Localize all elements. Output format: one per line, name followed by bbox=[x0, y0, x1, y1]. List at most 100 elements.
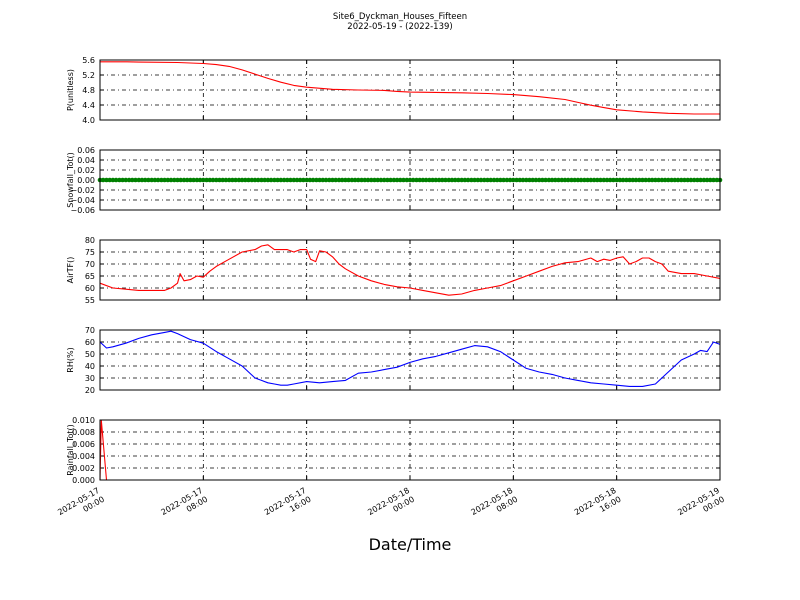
y-tick-label: 50 bbox=[85, 350, 95, 359]
y-tick-label: 65 bbox=[85, 272, 95, 281]
series-point bbox=[388, 177, 393, 183]
series-point bbox=[504, 177, 510, 183]
y-tick-label: 70 bbox=[85, 326, 95, 335]
series-point bbox=[133, 177, 138, 183]
y-tick-label: 0.002 bbox=[72, 464, 95, 473]
y-tick-label: 0.02 bbox=[77, 166, 95, 175]
y-tick-label: 30 bbox=[85, 374, 95, 383]
panel-frame bbox=[99, 149, 721, 211]
series-point bbox=[569, 177, 574, 183]
series-point bbox=[385, 177, 390, 183]
y-tick-label: 40 bbox=[85, 362, 95, 371]
series-point bbox=[265, 177, 271, 183]
series-point bbox=[549, 177, 555, 183]
series-point bbox=[285, 177, 290, 183]
series-point bbox=[485, 177, 490, 183]
series-line-0 bbox=[100, 61, 720, 115]
series-point bbox=[223, 177, 229, 183]
series-point bbox=[226, 177, 232, 183]
series-point bbox=[249, 177, 255, 183]
series-point bbox=[252, 177, 258, 183]
series-point bbox=[711, 177, 716, 183]
series-point bbox=[343, 177, 348, 183]
y-tick-label: 0.004 bbox=[72, 452, 95, 461]
series-point bbox=[540, 177, 545, 183]
series-point bbox=[197, 177, 203, 183]
y-tick-label: 20 bbox=[85, 386, 95, 395]
series-point bbox=[327, 177, 332, 183]
y-tick-label: 0.00 bbox=[77, 176, 95, 185]
series-point bbox=[459, 177, 465, 183]
series-point bbox=[559, 177, 565, 183]
series-point bbox=[369, 177, 374, 183]
series-point bbox=[546, 177, 552, 183]
series-point bbox=[633, 177, 639, 183]
series-point bbox=[130, 177, 135, 183]
series-point bbox=[330, 177, 335, 183]
series-point bbox=[604, 177, 610, 183]
series-point bbox=[595, 177, 600, 183]
series-point bbox=[362, 177, 368, 183]
series-point bbox=[398, 177, 403, 183]
series-point bbox=[410, 177, 416, 183]
series-point bbox=[349, 177, 355, 183]
y-tick-label: 75 bbox=[85, 248, 95, 257]
series-point bbox=[498, 177, 503, 183]
series-point bbox=[494, 177, 500, 183]
series-point bbox=[301, 177, 306, 183]
panel-3: 20 30 40 50 60 70 RH(%) bbox=[66, 326, 721, 395]
series-point bbox=[565, 177, 571, 183]
series-point bbox=[440, 177, 445, 183]
panel-frame bbox=[99, 419, 721, 481]
series-point bbox=[640, 177, 645, 183]
series-point bbox=[704, 177, 710, 183]
series-point bbox=[507, 177, 513, 183]
series-point bbox=[378, 177, 384, 183]
series-point bbox=[417, 177, 423, 183]
series-point bbox=[672, 177, 678, 183]
series-line-3 bbox=[99, 330, 721, 387]
series-point bbox=[381, 177, 387, 183]
x-axis-label: Date/Time bbox=[369, 535, 452, 554]
series-point bbox=[272, 177, 277, 183]
series-point bbox=[491, 177, 497, 183]
series-point bbox=[556, 177, 561, 183]
series-point bbox=[517, 177, 523, 183]
series-point bbox=[688, 177, 694, 183]
series-point bbox=[666, 177, 671, 183]
series-point bbox=[708, 177, 713, 183]
y-tick-label: 0.008 bbox=[72, 428, 95, 437]
series-point bbox=[352, 177, 358, 183]
series-point bbox=[543, 177, 548, 183]
series-point bbox=[575, 177, 581, 183]
series-point bbox=[646, 177, 652, 183]
series-point bbox=[117, 177, 122, 183]
series-point bbox=[155, 177, 161, 183]
series-point bbox=[414, 177, 419, 183]
series-point bbox=[620, 177, 626, 183]
panel-frame bbox=[99, 59, 721, 121]
series-point bbox=[255, 177, 261, 183]
series-point bbox=[168, 177, 174, 183]
panel-frame bbox=[99, 329, 721, 391]
series-point bbox=[511, 177, 516, 183]
series-point bbox=[304, 177, 310, 183]
series-point bbox=[294, 177, 300, 183]
series-point bbox=[524, 177, 529, 183]
series-point bbox=[617, 177, 623, 183]
series-point bbox=[675, 177, 681, 183]
series-point bbox=[679, 177, 684, 183]
series-point bbox=[356, 177, 361, 183]
series-point bbox=[530, 177, 535, 183]
series-point bbox=[585, 177, 590, 183]
y-tick-label: −0.06 bbox=[70, 206, 95, 215]
series-point bbox=[420, 177, 426, 183]
series-point bbox=[107, 177, 112, 183]
series-point bbox=[611, 177, 616, 183]
panel-1: −0.06−0.04−0.020.000.020.040.06Snowfall_… bbox=[66, 146, 723, 215]
series-point bbox=[259, 177, 264, 183]
series-point bbox=[194, 177, 200, 183]
series-point bbox=[527, 177, 532, 183]
y-tick-label: 4.4 bbox=[82, 101, 95, 110]
